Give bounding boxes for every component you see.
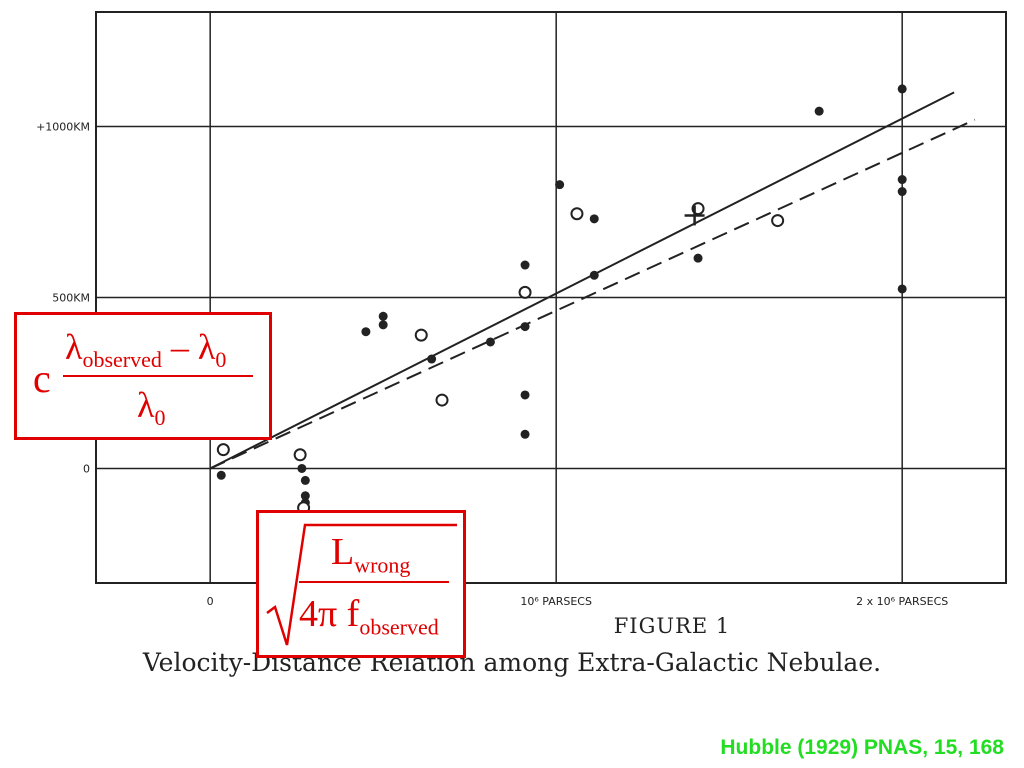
x-tick-label: 10⁶ PARSECS xyxy=(520,595,592,608)
four-pi-flux-symbol: 4π f xyxy=(299,593,360,635)
nebula-point-open xyxy=(570,207,584,221)
luminosity-symbol: L xyxy=(331,531,355,573)
x-tick-label: 2 x 10⁶ PARSECS xyxy=(856,595,948,608)
figure-number: FIGURE 1 xyxy=(613,614,731,638)
nebula-point-filled xyxy=(520,390,530,400)
zero-subscript: 0 xyxy=(215,347,227,373)
observed-subscript: observed xyxy=(359,614,439,640)
nebula-point-filled xyxy=(814,106,824,116)
y-tick-label: 500KM xyxy=(52,292,90,305)
nebula-point-filled xyxy=(216,470,226,480)
nebula-point-filled xyxy=(378,320,388,330)
doppler-denominator: λ0 xyxy=(137,387,165,429)
nebula-point-filled xyxy=(897,84,907,94)
nebula-point-filled xyxy=(485,337,495,347)
distance-denominator: 4π fobserved xyxy=(299,595,439,639)
nebula-point-filled xyxy=(555,180,565,190)
figure-caption: Velocity-Distance Relation among Extra-G… xyxy=(142,648,882,677)
nebula-point-open xyxy=(414,328,428,342)
nebula-point-open xyxy=(771,214,785,228)
y-tick-label: 0 xyxy=(83,462,90,475)
lambda-observed-symbol: λ xyxy=(65,327,83,367)
nebula-point-filled xyxy=(300,491,310,501)
lambda-zero-symbol: λ xyxy=(137,385,155,425)
nebula-point-open xyxy=(435,393,449,407)
minus-lambda-zero: – λ xyxy=(161,327,216,367)
nebula-point-filled xyxy=(589,270,599,280)
solid-fit-line xyxy=(209,91,955,470)
doppler-formula-box: c λobserved – λ0 λ0 xyxy=(14,312,272,440)
square-root-sign xyxy=(266,523,457,646)
nebula-point-filled xyxy=(361,327,371,337)
nebula-point-filled xyxy=(897,175,907,185)
fit-lines xyxy=(209,91,976,470)
wrong-subscript: wrong xyxy=(354,552,411,578)
nebula-point-open xyxy=(518,285,532,299)
nebula-point-filled xyxy=(897,187,907,197)
nebula-point-filled xyxy=(297,463,307,473)
nebula-point-open xyxy=(216,443,230,457)
nebula-point-filled xyxy=(520,260,530,270)
distance-formula-box: Lwrong 4π fobserved xyxy=(256,510,466,658)
tick-labels: 0 10⁶ PARSECS 2 x 10⁶ PARSECS 0 500KM +1000KM xyxy=(36,121,948,608)
data-points xyxy=(216,84,907,515)
y-tick-label: +1000KM xyxy=(36,121,90,134)
observed-subscript: observed xyxy=(82,347,162,373)
doppler-fraction-bar xyxy=(63,375,253,377)
nebula-point-filled xyxy=(589,214,599,224)
nebula-point-filled xyxy=(427,354,437,364)
nebula-point-filled xyxy=(897,284,907,294)
dashed-fit-line xyxy=(209,118,976,470)
nebula-point-filled xyxy=(520,429,530,439)
nebula-point-filled xyxy=(378,311,388,321)
nebula-point-filled xyxy=(520,322,530,332)
citation-credit: Hubble (1929) PNAS, 15, 168 xyxy=(720,736,1004,759)
speed-of-light-symbol: c xyxy=(33,356,51,401)
x-tick-label: 0 xyxy=(207,595,214,608)
zero-subscript: 0 xyxy=(154,405,166,431)
nebula-point-filled xyxy=(693,253,703,263)
nebula-point-open xyxy=(293,448,307,462)
distance-fraction-bar xyxy=(299,581,449,583)
distance-numerator: Lwrong xyxy=(331,533,410,577)
doppler-numerator: λobserved – λ0 xyxy=(65,329,226,371)
grid xyxy=(95,11,1007,584)
nebula-point-filled xyxy=(300,475,310,485)
